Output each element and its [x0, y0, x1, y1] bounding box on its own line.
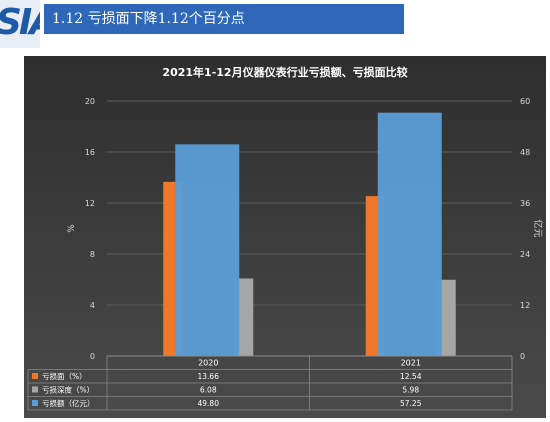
x-tick-label: 2020	[198, 359, 218, 368]
bar-loss-amount	[175, 144, 240, 356]
legend-swatch	[32, 400, 38, 406]
y2-tick-label: 12	[520, 301, 530, 310]
logo-text: SIA	[0, 2, 40, 43]
y2-tick-label: 24	[520, 250, 530, 259]
data-label: 57.25	[400, 399, 422, 408]
data-label: 6.08	[200, 386, 217, 395]
y2-tick-label: 60	[520, 97, 530, 106]
slide-heading-bar: 1.12 亏损面下降1.12个百分点	[44, 4, 404, 34]
y2-axis-label: 亿元	[532, 219, 544, 237]
data-label: 5.98	[402, 386, 419, 395]
chart-title: 2021年1-12月仪器仪表行业亏损额、亏损面比较	[162, 65, 407, 79]
y2-tick-label: 36	[520, 199, 530, 208]
y-tick-label: 8	[90, 250, 95, 259]
legend-label: 亏损面（%）	[42, 371, 87, 381]
legend-swatch	[32, 386, 38, 393]
chart-background	[24, 56, 546, 418]
bar-chart: 2021年1-12月仪器仪表行业亏损额、亏损面比较 04812162001224…	[24, 56, 546, 418]
data-label: 49.80	[198, 399, 220, 408]
y-tick-label: 16	[85, 148, 95, 157]
y-tick-label: 4	[90, 301, 95, 310]
legend-label: 亏损深度（%）	[42, 385, 94, 395]
y-tick-label: 20	[85, 97, 95, 106]
legend-label: 亏损额（亿元）	[42, 398, 95, 408]
chart-panel: 2021年1-12月仪器仪表行业亏损额、亏损面比较 0 4 8 12 16 20 0 12 24…	[24, 56, 546, 418]
y2-tick-label: 0	[520, 352, 525, 361]
y2-tick-label: 48	[520, 148, 530, 157]
y-tick-label: 0	[90, 352, 95, 361]
slide-heading: 1.12 亏损面下降1.12个百分点	[52, 11, 245, 27]
legend-swatch	[32, 373, 38, 379]
sia-logo: SIA	[0, 0, 40, 48]
y-axis-label: %	[67, 224, 77, 233]
bar-loss-amount	[377, 112, 442, 356]
x-tick-label: 2021	[401, 359, 421, 368]
y-tick-label: 12	[85, 199, 95, 208]
data-label: 12.54	[400, 372, 422, 381]
data-label: 13.66	[198, 372, 220, 381]
